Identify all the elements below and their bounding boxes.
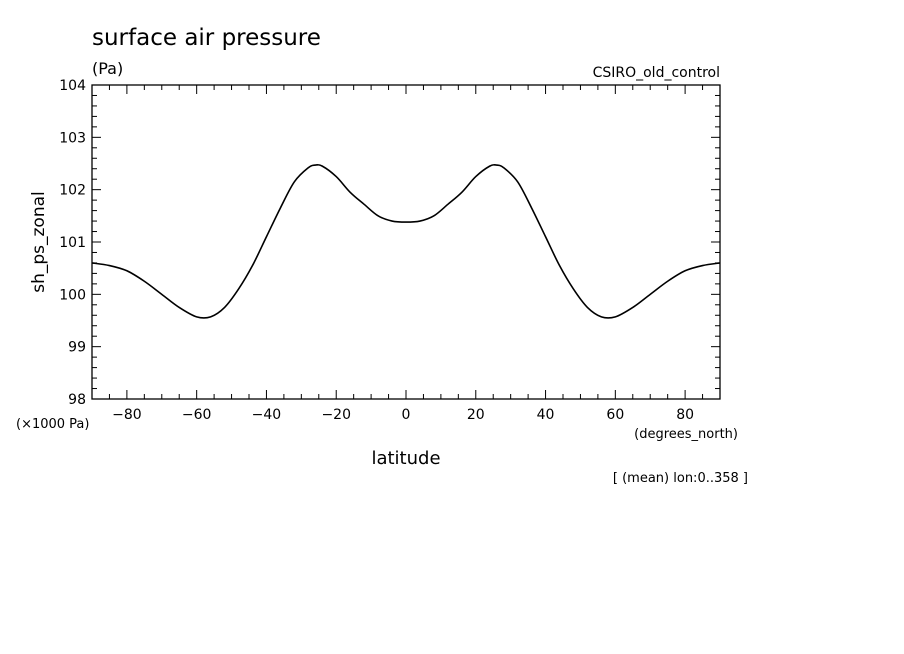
x-tick-label: 0 bbox=[402, 407, 411, 423]
y-tick-label: 104 bbox=[59, 78, 86, 94]
x-tick-label: −80 bbox=[112, 407, 142, 423]
x-tick-label: −60 bbox=[182, 407, 212, 423]
chart-units: (Pa) bbox=[92, 59, 123, 78]
chart-title: surface air pressure bbox=[92, 25, 321, 51]
x-axis-label: latitude bbox=[371, 448, 440, 469]
x-tick-label: 80 bbox=[676, 407, 694, 423]
footnote: [ (mean) lon:0..358 ] bbox=[613, 471, 748, 486]
x-tick-label: 20 bbox=[467, 407, 485, 423]
x-tick-label: −40 bbox=[252, 407, 282, 423]
ticks-group bbox=[91, 84, 721, 400]
y-tick-label: 99 bbox=[68, 340, 86, 356]
y-tick-label: 100 bbox=[59, 287, 86, 303]
series-group bbox=[91, 163, 721, 319]
x-axis-units: (degrees_north) bbox=[634, 427, 738, 442]
y-tick-label: 102 bbox=[59, 183, 86, 199]
y-axis-label: sh_ps_zonal bbox=[29, 191, 49, 293]
y-tick-label: 103 bbox=[59, 130, 86, 146]
y-tick-label: 98 bbox=[68, 392, 86, 408]
y-tick-label: 101 bbox=[59, 235, 86, 251]
chart-source: CSIRO_old_control bbox=[593, 65, 720, 81]
plot-frame bbox=[91, 84, 721, 400]
series-line bbox=[91, 163, 721, 319]
x-tick-label: −20 bbox=[321, 407, 351, 423]
y-scale-note: (×1000 Pa) bbox=[16, 417, 89, 432]
x-tick-label: 40 bbox=[537, 407, 555, 423]
tick-labels-group: −80 −60 −40 −20 0 20 40 60 80 98 99 100 101 102 103 104 bbox=[59, 78, 694, 423]
x-tick-label: 60 bbox=[606, 407, 624, 423]
